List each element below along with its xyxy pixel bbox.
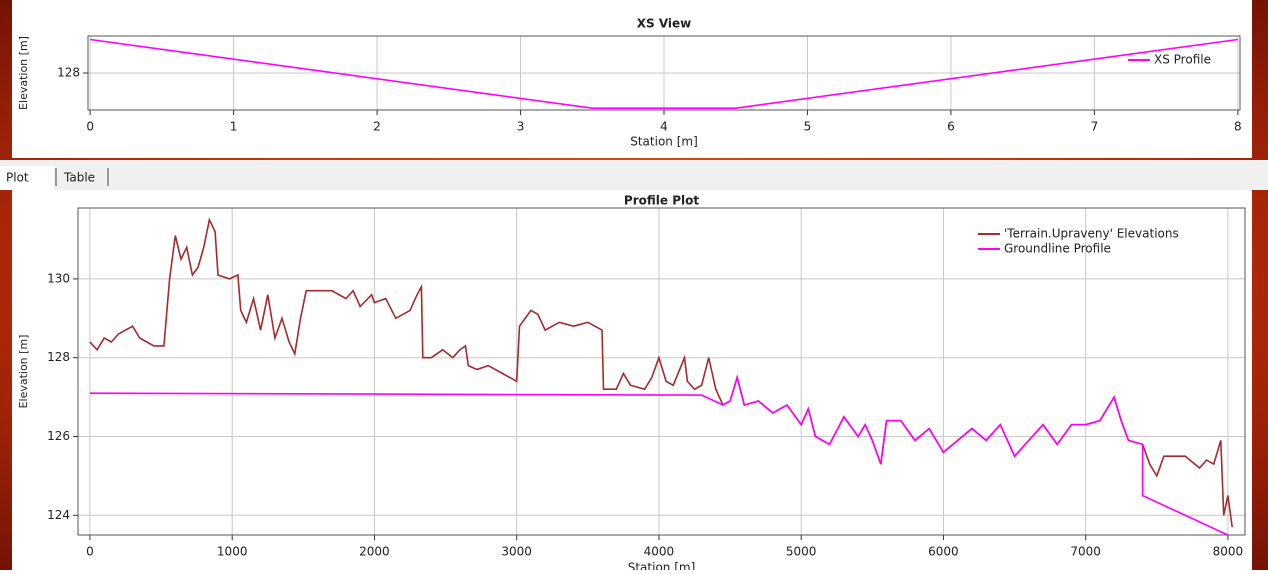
profile-panel (12, 190, 1252, 570)
tab-label[interactable]: Plot (6, 171, 29, 185)
x-tick-label: 7000 (1070, 545, 1101, 559)
tab-bar (0, 160, 1268, 190)
x-tick-label: 2 (373, 120, 381, 134)
y-axis-label: Elevation [m] (17, 335, 30, 409)
y-axis-label: Elevation [m] (17, 36, 30, 110)
x-tick-label: 1 (230, 120, 238, 134)
tab-label[interactable]: Table (63, 171, 95, 185)
x-tick-label: 6000 (928, 545, 959, 559)
plot-frame (77, 207, 1246, 536)
xs-panel (12, 0, 1252, 158)
y-tick-label: 130 (47, 271, 70, 285)
legend-label: Groundline Profile (1004, 242, 1111, 256)
x-tick-label: 8 (1234, 120, 1242, 134)
data-line (89, 374, 1229, 536)
x-tick-label: 5 (804, 120, 812, 134)
x-tick-label: 7 (1091, 120, 1099, 134)
x-tick-label: 8000 (1213, 545, 1244, 559)
x-tick-label: 1000 (217, 545, 248, 559)
chart-title: XS View (637, 17, 692, 31)
x-tick-label: 0 (86, 120, 94, 134)
y-tick-label: 126 (47, 429, 70, 443)
x-tick-label: 4000 (644, 545, 675, 559)
chart-title: Profile Plot (624, 194, 699, 208)
tab[interactable] (0, 166, 54, 190)
y-tick-label: 124 (47, 508, 70, 522)
y-tick-label: 128 (57, 66, 80, 80)
y-tick-label: 128 (47, 350, 70, 364)
x-tick-label: 3000 (501, 545, 532, 559)
x-tick-label: 5000 (786, 545, 817, 559)
x-tick-label: 2000 (359, 545, 390, 559)
x-tick-label: 0 (86, 545, 94, 559)
x-tick-label: 3 (517, 120, 525, 134)
x-axis-label: Station [m] (628, 561, 696, 571)
data-line (90, 38, 1238, 109)
x-tick-label: 4 (660, 120, 668, 134)
legend-label: XS Profile (1154, 53, 1211, 67)
x-tick-label: 6 (947, 120, 955, 134)
plot-frame (87, 35, 1241, 111)
x-axis-label: Station [m] (630, 135, 698, 149)
legend-label: 'Terrain.Upraveny' Elevations (1004, 227, 1179, 241)
